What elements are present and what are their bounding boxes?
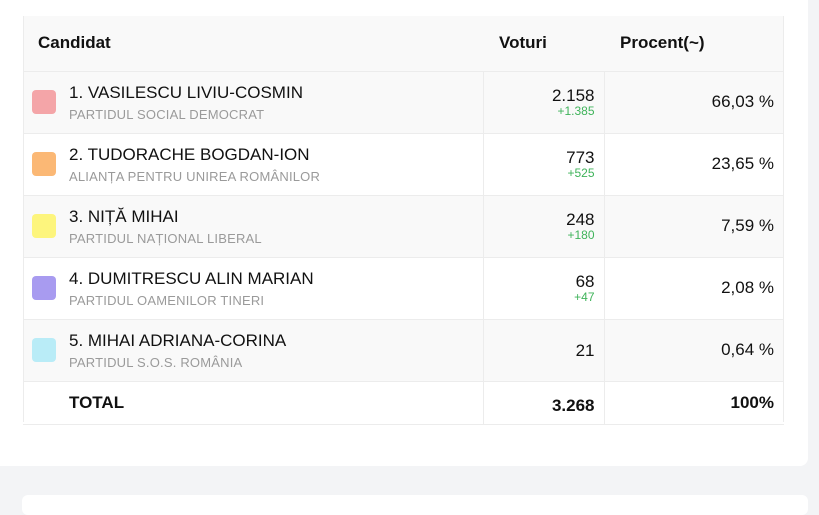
table-header: Candidat Voturi Procent(~): [23, 16, 784, 72]
total-row: TOTAL 3.268 100%: [23, 381, 784, 425]
percent-cell: 7,59 %: [603, 195, 784, 258]
total-percent: 100%: [603, 381, 784, 425]
candidate-party: PARTIDUL NAȚIONAL LIBERAL: [69, 230, 262, 246]
votes-cell: 21: [482, 319, 604, 382]
candidate-party: PARTIDUL OAMENILOR TINERI: [69, 292, 265, 308]
percent-cell: 2,08 %: [603, 257, 784, 320]
header-votes[interactable]: Voturi: [483, 16, 604, 72]
candidate-name: 2. TUDORACHE BOGDAN-ION: [69, 144, 310, 164]
candidate-name: 3. NIȚĂ MIHAI: [69, 206, 179, 226]
party-color-swatch: [32, 213, 56, 238]
votes-cell: 773 +525: [482, 133, 604, 196]
candidate-cell: 2. TUDORACHE BOGDAN-ION ALIANȚA PENTRU U…: [23, 133, 483, 196]
table-border-left: [23, 16, 24, 422]
header-candidate[interactable]: Candidat: [23, 16, 483, 72]
candidate-party: PARTIDUL S.O.S. ROMÂNIA: [69, 354, 243, 370]
table-row: 1. VASILESCU LIVIU-COSMIN PARTIDUL SOCIA…: [23, 71, 784, 134]
party-color-swatch: [32, 337, 56, 362]
total-votes: 3.268: [482, 381, 604, 425]
table-row: 3. NIȚĂ MIHAI PARTIDUL NAȚIONAL LIBERAL …: [23, 195, 784, 258]
candidate-name: 4. DUMITRESCU ALIN MARIAN: [69, 268, 314, 288]
results-table: Candidat Voturi Procent(~) 1. VASILESCU …: [23, 16, 784, 425]
votes-delta: +180: [567, 228, 595, 242]
percent-cell: 23,65 %: [603, 133, 784, 196]
next-card: [22, 495, 808, 515]
votes-delta: +1.385: [557, 104, 595, 118]
votes-value: 248: [566, 210, 595, 229]
votes-cell: 248 +180: [482, 195, 604, 258]
total-label: TOTAL: [23, 381, 483, 425]
percent-cell: 66,03 %: [603, 71, 784, 134]
candidate-name: 5. MIHAI ADRIANA-CORINA: [69, 330, 287, 350]
candidate-cell: 4. DUMITRESCU ALIN MARIAN PARTIDUL OAMEN…: [23, 257, 483, 320]
candidate-cell: 3. NIȚĂ MIHAI PARTIDUL NAȚIONAL LIBERAL: [23, 195, 483, 258]
party-color-swatch: [32, 275, 56, 300]
candidate-party: PARTIDUL SOCIAL DEMOCRAT: [69, 106, 265, 122]
percent-cell: 0,64 %: [603, 319, 784, 382]
header-percent[interactable]: Procent(~): [604, 16, 784, 72]
party-color-swatch: [32, 151, 56, 176]
candidate-cell: 1. VASILESCU LIVIU-COSMIN PARTIDUL SOCIA…: [23, 71, 483, 134]
votes-value: 773: [566, 148, 595, 167]
table-row: 2. TUDORACHE BOGDAN-ION ALIANȚA PENTRU U…: [23, 133, 784, 196]
party-color-swatch: [32, 89, 56, 114]
candidate-party: ALIANȚA PENTRU UNIREA ROMÂNILOR: [69, 168, 321, 184]
votes-delta: +525: [567, 166, 595, 180]
votes-cell: 68 +47: [482, 257, 604, 320]
votes-delta: +47: [574, 290, 595, 304]
table-row: 4. DUMITRESCU ALIN MARIAN PARTIDUL OAMEN…: [23, 257, 784, 320]
candidate-name: 1. VASILESCU LIVIU-COSMIN: [69, 82, 303, 102]
votes-value: 68: [575, 272, 595, 291]
votes-value: 21: [575, 340, 595, 360]
votes-cell: 2.158 +1.385: [482, 71, 604, 134]
votes-value: 2.158: [551, 86, 595, 105]
table-border-right: [783, 16, 784, 422]
candidate-cell: 5. MIHAI ADRIANA-CORINA PARTIDUL S.O.S. …: [23, 319, 483, 382]
table-row: 5. MIHAI ADRIANA-CORINA PARTIDUL S.O.S. …: [23, 319, 784, 382]
